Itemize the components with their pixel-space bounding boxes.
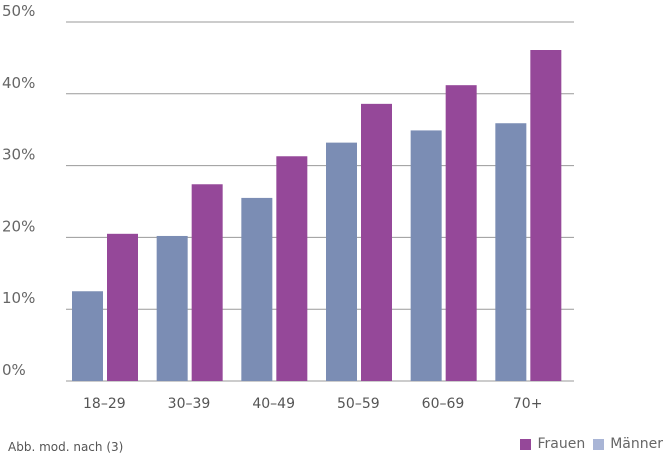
bar-maenner <box>241 197 273 381</box>
bar-frauen <box>107 233 138 381</box>
legend-swatch-maenner <box>593 438 605 450</box>
y-tick-label: 20% <box>2 217 35 235</box>
bar-maenner <box>326 142 357 381</box>
bar-maenner <box>72 291 103 381</box>
bar-maenner <box>156 235 188 381</box>
legend-swatch-frauen <box>520 438 532 450</box>
legend-label-maenner: Männer <box>610 436 663 452</box>
y-tick-label: 30% <box>2 146 35 164</box>
x-tick-label: 70+ <box>513 396 543 412</box>
legend: Frauen Männer <box>520 436 663 452</box>
y-tick-label: 50% <box>2 2 35 20</box>
bar-frauen <box>276 156 308 381</box>
bar-chart: 0% 10% 20% 30% 40% 50% 18–29 30–39 40–49 50–59 60–… <box>2 2 574 412</box>
x-tick-label: 60–69 <box>422 396 465 412</box>
legend-item-frauen: Frauen <box>520 436 585 452</box>
bar-frauen <box>445 85 477 382</box>
source-note: Abb. mod. nach (3) <box>8 440 124 454</box>
bar-frauen <box>361 103 392 382</box>
y-tick-label: 10% <box>2 289 35 307</box>
x-tick-label: 18–29 <box>83 396 126 412</box>
y-tick-label: 0% <box>2 361 26 379</box>
bar-frauen <box>530 50 562 381</box>
x-tick-label: 30–39 <box>168 396 211 412</box>
legend-label-frauen: Frauen <box>537 436 586 452</box>
bar-maenner <box>410 130 442 381</box>
y-tick-label: 40% <box>2 74 35 92</box>
x-tick-label: 40–49 <box>252 396 295 412</box>
bar-maenner <box>495 123 527 381</box>
bar-frauen <box>191 184 223 381</box>
legend-item-maenner: Männer <box>593 436 663 452</box>
x-tick-label: 50–59 <box>337 396 380 412</box>
